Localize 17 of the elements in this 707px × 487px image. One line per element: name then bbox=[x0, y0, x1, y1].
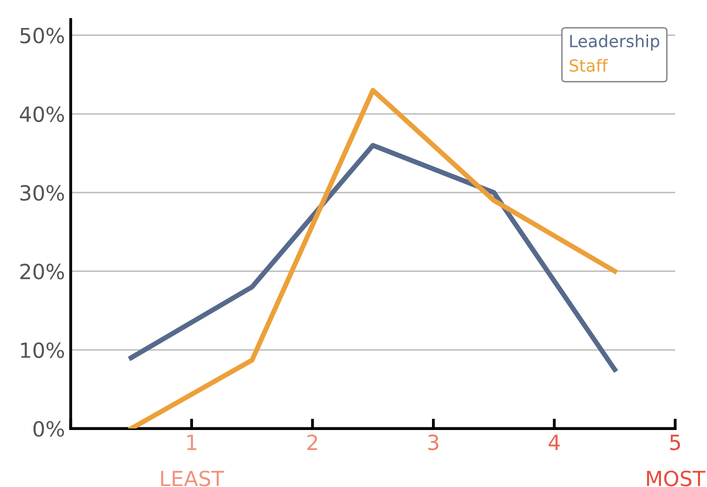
y-tick-label: 10% bbox=[21, 342, 64, 358]
x-tick-label: 4 bbox=[548, 434, 560, 450]
text: LEAST bbox=[161, 470, 224, 486]
line-series bbox=[128, 88, 618, 429]
y-tick-label: 30% bbox=[20, 185, 64, 201]
x-tick-label: 3 bbox=[428, 434, 438, 450]
line-series bbox=[128, 142, 618, 372]
x-tick-label: 2 bbox=[307, 434, 318, 450]
y-tick-label: 50% bbox=[20, 28, 64, 44]
y-tick-label: 0% bbox=[33, 421, 64, 437]
y-tick-label: 20% bbox=[20, 264, 64, 280]
y-tick-label: 40% bbox=[20, 106, 64, 122]
x-tick-label: 1 bbox=[187, 434, 196, 450]
text: Leadership bbox=[570, 34, 660, 51]
x-tick-label: 5 bbox=[670, 434, 680, 450]
text: MOST bbox=[647, 470, 706, 486]
text: Staff bbox=[570, 58, 608, 72]
